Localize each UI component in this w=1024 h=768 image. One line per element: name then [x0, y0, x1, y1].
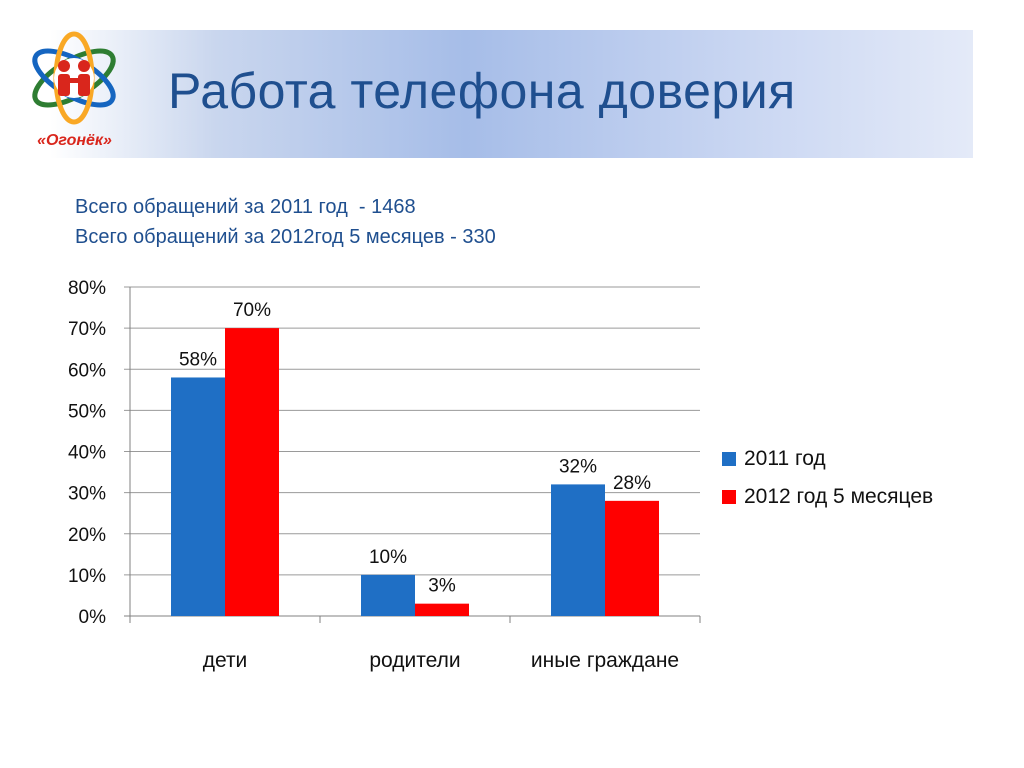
legend-swatch-2012	[722, 490, 736, 504]
legend-label-2011: 2011 год	[744, 447, 826, 470]
data-label: 3%	[428, 576, 456, 597]
bar	[171, 377, 225, 616]
stats-block: Всего обращений за 2011 год - 1468 Всего…	[75, 192, 496, 252]
y-tick-label: 70%	[68, 319, 106, 340]
logo-text: «Огонёк»	[37, 132, 112, 149]
bar	[361, 574, 415, 616]
chart-legend: 2011 год 2012 год 5 месяцев	[722, 440, 933, 516]
y-tick-label: 80%	[68, 278, 106, 299]
y-tick-label: 30%	[68, 484, 106, 505]
title-band	[50, 30, 973, 158]
bar	[605, 500, 659, 616]
data-label: 70%	[233, 300, 271, 321]
data-label: 28%	[613, 473, 651, 494]
x-category-label: дети	[203, 649, 248, 672]
x-category-label: иные граждане	[531, 649, 679, 672]
ogonek-logo-icon	[32, 31, 116, 125]
bar	[225, 328, 279, 616]
legend-item-2011: 2011 год	[722, 440, 933, 478]
data-label: 10%	[369, 547, 407, 568]
y-tick-label: 50%	[68, 401, 106, 422]
legend-label-2012: 2012 год 5 месяцев	[744, 485, 934, 508]
legend-item-2012: 2012 год 5 месяцев	[722, 478, 933, 516]
bar	[551, 484, 605, 616]
data-label: 32%	[559, 456, 597, 477]
y-tick-label: 60%	[68, 360, 106, 381]
x-category-label: родители	[369, 649, 460, 672]
legend-swatch-2011	[722, 452, 736, 466]
y-tick-label: 10%	[68, 566, 106, 587]
page-title: Работа телефона доверия	[168, 63, 796, 119]
bar	[415, 603, 469, 616]
stats-2011: Всего обращений за 2011 год - 1468	[75, 196, 416, 218]
y-tick-label: 0%	[79, 607, 107, 628]
stats-2012: Всего обращений за 2012год 5 месяцев - 3…	[75, 226, 496, 248]
data-label: 58%	[179, 349, 217, 370]
y-tick-label: 40%	[68, 443, 106, 464]
y-tick-label: 20%	[68, 525, 106, 546]
